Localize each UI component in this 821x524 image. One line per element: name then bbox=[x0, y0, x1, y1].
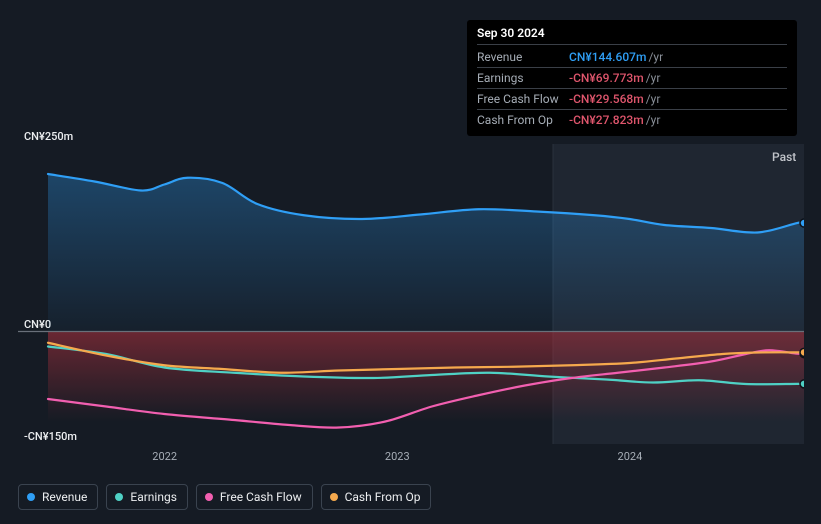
tooltip-row-value: -CN¥27.823m bbox=[569, 113, 644, 127]
chart-tooltip: Sep 30 2024 RevenueCN¥144.607m/yrEarning… bbox=[467, 20, 797, 136]
tooltip-row-label: Earnings bbox=[477, 71, 569, 85]
tooltip-row-unit: /yr bbox=[646, 113, 661, 127]
chart-legend: Revenue Earnings Free Cash Flow Cash From O… bbox=[18, 484, 431, 510]
tooltip-row-unit: /yr bbox=[646, 71, 661, 85]
x-axis-label: 2022 bbox=[152, 450, 177, 463]
tooltip-row-value: CN¥144.607m bbox=[569, 50, 646, 64]
tooltip-row-unit: /yr bbox=[646, 92, 661, 106]
legend-item-revenue[interactable]: Revenue bbox=[18, 484, 98, 510]
tooltip-row: Cash From Op-CN¥27.823m/yr bbox=[477, 110, 787, 130]
legend-item-label: Earnings bbox=[130, 490, 177, 504]
y-axis-label: CN¥250m bbox=[24, 130, 73, 143]
legend-dot-icon bbox=[115, 493, 123, 501]
x-axis-label: 2023 bbox=[385, 450, 410, 463]
x-axis-label: 2024 bbox=[618, 450, 643, 463]
tooltip-row: Earnings-CN¥69.773m/yr bbox=[477, 68, 787, 89]
tooltip-row-unit: /yr bbox=[648, 50, 663, 64]
legend-dot-icon bbox=[27, 493, 35, 501]
legend-item-label: Cash From Op bbox=[345, 490, 421, 504]
legend-item-free-cash-flow[interactable]: Free Cash Flow bbox=[196, 484, 313, 510]
legend-item-cash-from-op[interactable]: Cash From Op bbox=[321, 484, 432, 510]
legend-item-earnings[interactable]: Earnings bbox=[106, 484, 188, 510]
tooltip-row: Free Cash Flow-CN¥29.568m/yr bbox=[477, 89, 787, 110]
tooltip-row: RevenueCN¥144.607m/yr bbox=[477, 47, 787, 68]
legend-dot-icon bbox=[330, 493, 338, 501]
tooltip-date: Sep 30 2024 bbox=[477, 26, 787, 45]
legend-item-label: Revenue bbox=[42, 490, 87, 504]
tooltip-row-value: -CN¥69.773m bbox=[569, 71, 644, 85]
financials-chart bbox=[18, 144, 804, 444]
tooltip-row-label: Revenue bbox=[477, 50, 569, 64]
tooltip-row-value: -CN¥29.568m bbox=[569, 92, 644, 106]
tooltip-row-label: Free Cash Flow bbox=[477, 92, 569, 106]
legend-dot-icon bbox=[205, 493, 213, 501]
legend-item-label: Free Cash Flow bbox=[220, 490, 302, 504]
tooltip-row-label: Cash From Op bbox=[477, 113, 569, 127]
